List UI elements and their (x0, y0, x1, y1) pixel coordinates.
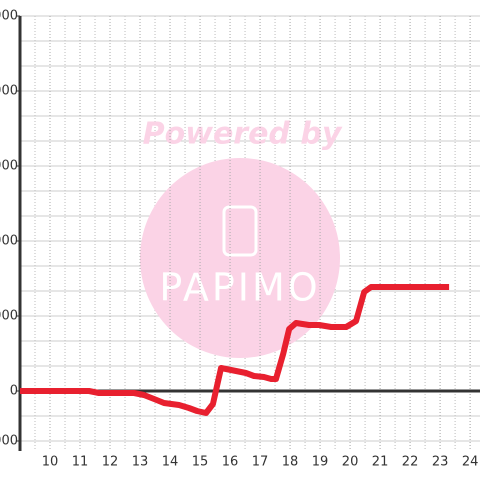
y-tick-label: 90,000 (0, 159, 18, 174)
x-tick-label: 11 (72, 455, 89, 470)
series-line (20, 284, 450, 416)
y-tick-label: 30,000 (0, 309, 18, 324)
y-tick-label: 150,000 (0, 9, 18, 24)
x-tick-label: 22 (402, 455, 419, 470)
x-tick-label: 14 (162, 455, 179, 470)
x-tick-label: 15 (192, 455, 209, 470)
watermark-text: Powered by (143, 117, 343, 152)
x-tick-label: 16 (222, 455, 239, 470)
y-tick-label: 120,000 (0, 84, 18, 99)
x-tick-label: 23 (432, 455, 449, 470)
y-tick-label: -20,000 (0, 434, 18, 449)
x-tick-label: 17 (252, 455, 269, 470)
x-tick-label: 12 (102, 455, 119, 470)
x-tick-label: 19 (312, 455, 329, 470)
y-tick-label: 60,000 (0, 234, 18, 249)
watermark-icon (222, 205, 258, 257)
watermark-text: PAPIMO (159, 266, 320, 310)
x-tick-label: 24 (462, 455, 479, 470)
x-tick-label: 18 (282, 455, 299, 470)
x-tick-label: 20 (342, 455, 359, 470)
x-tick-label: 21 (372, 455, 389, 470)
x-tick-label: 10 (42, 455, 59, 470)
y-tick-label: 0 (10, 384, 18, 399)
watermark: Powered by PAPIMO (140, 117, 343, 358)
x-tick-label: 13 (132, 455, 149, 470)
